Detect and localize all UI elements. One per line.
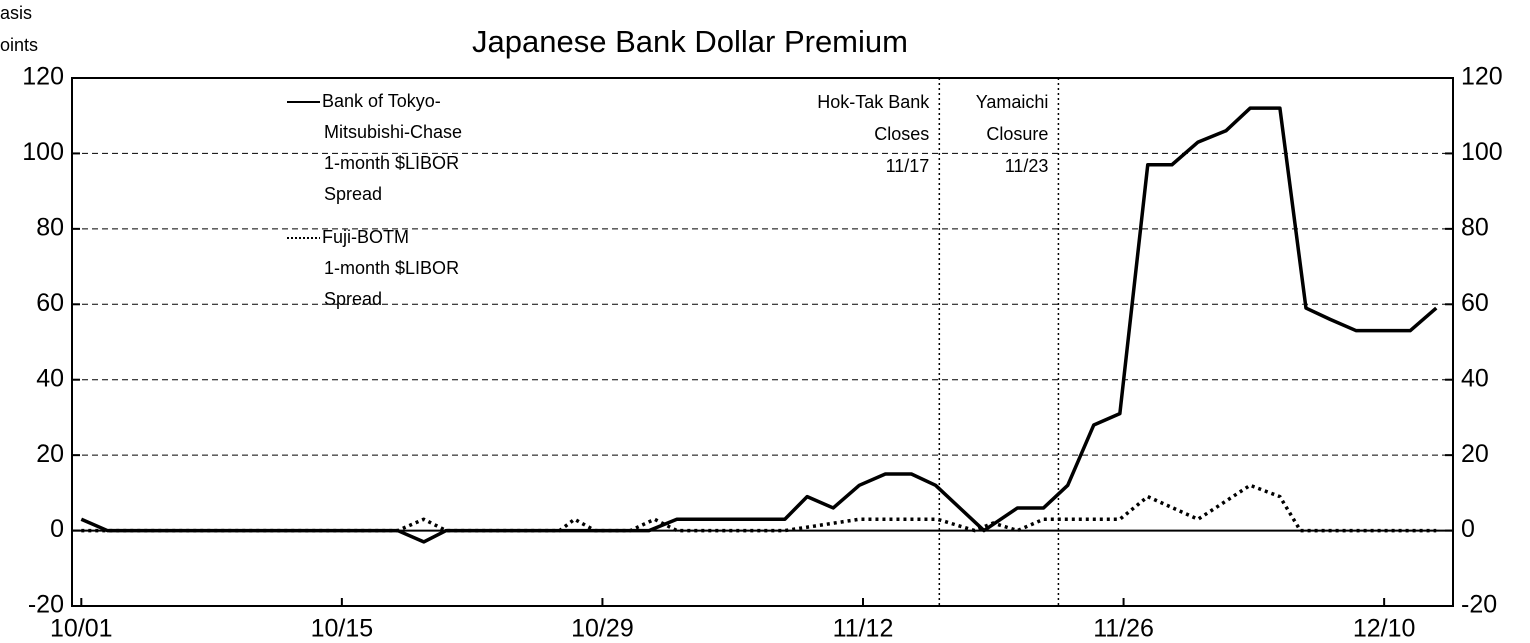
y-tick-label: 120: [22, 63, 64, 91]
legend-label: Spread: [324, 289, 382, 309]
y-tick-label: 20: [36, 440, 64, 468]
annotation: 11/17: [886, 156, 930, 176]
y-tick-label: -20: [28, 591, 64, 619]
x-tick-label: 10/01: [50, 615, 113, 643]
y2-tick-label: 120: [1461, 63, 1503, 91]
y-axis-label: asis: [0, 3, 32, 23]
legend-label: 1-month $LIBOR: [324, 153, 459, 173]
annotation: 11/23: [1005, 156, 1049, 176]
y2-tick-label: 100: [1461, 138, 1503, 166]
y-tick-label: 40: [36, 364, 64, 392]
annotation: Yamaichi: [976, 92, 1049, 112]
x-tick-label: 12/10: [1353, 615, 1416, 643]
legend-label: 1-month $LIBOR: [324, 258, 459, 278]
y2-tick-label: 40: [1461, 364, 1489, 392]
y-axis-label: oints: [0, 35, 38, 55]
series-line: [80, 106, 1438, 544]
x-tick-label: 10/29: [571, 615, 634, 643]
annotation: Hok-Tak Bank: [817, 92, 930, 112]
y-tick-label: 0: [50, 515, 64, 543]
y2-tick-label: 0: [1461, 515, 1475, 543]
annotation: Closure: [986, 124, 1048, 144]
x-tick-label: 11/12: [833, 615, 894, 643]
legend-label: Fuji-BOTM: [322, 227, 409, 247]
legend-label: Spread: [324, 184, 382, 204]
y2-tick-label: 20: [1461, 440, 1489, 468]
x-tick-label: 11/26: [1093, 615, 1154, 643]
legend-label: Bank of Tokyo-: [322, 91, 441, 111]
legend-label: Mitsubishi-Chase: [324, 122, 462, 142]
plot-frame: [71, 77, 1454, 607]
y-tick-label: 60: [36, 289, 64, 317]
y-tick-label: 100: [22, 138, 64, 166]
chart-title: Japanese Bank Dollar Premium: [472, 24, 908, 59]
y-tick-label: 80: [36, 213, 64, 241]
annotation: Closes: [874, 124, 929, 144]
y2-tick-label: 80: [1461, 213, 1489, 241]
series-line: [81, 483, 1437, 533]
x-tick-label: 10/15: [311, 615, 374, 643]
y2-tick-label: -20: [1461, 591, 1497, 619]
y2-tick-label: 60: [1461, 289, 1489, 317]
